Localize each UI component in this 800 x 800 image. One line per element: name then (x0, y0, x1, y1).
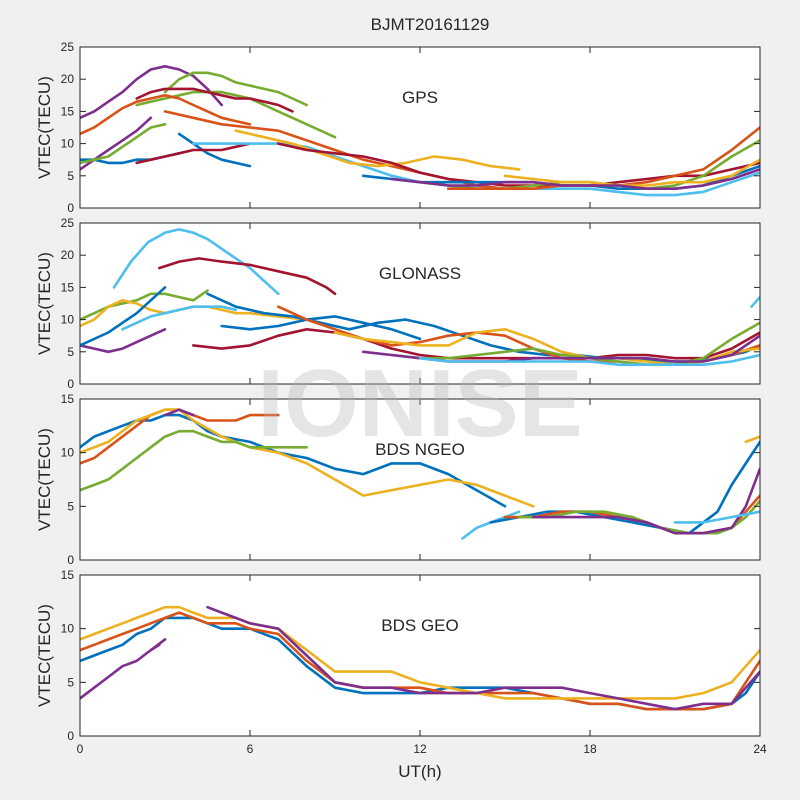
series-line-10 (673, 510, 760, 524)
series-line-17 (503, 158, 760, 187)
series-line-5 (206, 605, 760, 711)
series-line-12 (390, 321, 760, 366)
series-line-9 (135, 142, 252, 165)
y-tick-label: 0 (67, 377, 74, 391)
series-line-6 (489, 440, 760, 535)
panel-label: GLONASS (379, 264, 461, 283)
y-tick-label: 10 (61, 622, 75, 636)
y-tick-label: 15 (61, 280, 75, 294)
y-tick-label: 5 (67, 345, 74, 359)
series-line-4 (80, 94, 252, 136)
series-line-6 (80, 286, 167, 347)
x-tick-label: 24 (753, 742, 767, 756)
x-tick-label: 0 (77, 742, 84, 756)
y-tick-label: 5 (67, 675, 74, 689)
series-line-12 (234, 129, 521, 171)
subplot-2: 0 5 10 15 BDS NGEO VTEC(TECU) (35, 392, 761, 567)
y-tick-label: 15 (61, 104, 75, 118)
series-group (80, 408, 760, 540)
series-group (80, 605, 760, 711)
series-group (80, 65, 760, 197)
series-line-2 (80, 605, 760, 700)
series-line-14 (418, 353, 760, 366)
x-tick-label: 18 (583, 742, 597, 756)
x-axis-label: UT(h) (398, 762, 441, 781)
series-line-7 (177, 132, 252, 168)
series-line-11 (333, 328, 760, 366)
y-tick-label: 25 (61, 216, 75, 230)
y-tick-label: 0 (67, 553, 74, 567)
series-line-0 (80, 65, 223, 120)
panel-label: BDS GEO (381, 616, 458, 635)
subplot-1: 0 5 10 15 20 25 GLONASS VTEC(TECU) (35, 216, 761, 391)
series-line-18 (390, 168, 760, 190)
series-line-3 (135, 87, 294, 113)
subplots: 0 5 10 15 20 25 GPS VTEC(TECU) 0 5 10 15 20 25 GLONASS… (35, 40, 767, 756)
y-tick-label: 20 (61, 248, 75, 262)
figure-title: BJMT20161129 (371, 15, 490, 34)
y-axis-label: VTEC(TECU) (35, 252, 54, 355)
y-tick-label: 5 (67, 169, 74, 183)
series-line-1 (135, 90, 337, 139)
y-tick-label: 0 (67, 201, 74, 215)
panel-label: BDS NGEO (375, 440, 465, 459)
series-line-4 (163, 408, 195, 417)
y-tick-label: 15 (61, 568, 75, 582)
y-axis-label: VTEC(TECU) (35, 76, 54, 179)
plot-area (80, 575, 760, 736)
y-tick-label: 15 (61, 392, 75, 406)
series-line-7 (192, 328, 760, 360)
series-line-4 (121, 305, 238, 331)
y-axis-label: VTEC(TECU) (35, 428, 54, 531)
series-line-3 (80, 429, 308, 492)
subplot-0: 0 5 10 15 20 25 GPS VTEC(TECU) (35, 40, 761, 215)
y-tick-label: 10 (61, 313, 75, 327)
y-axis-label: VTEC(TECU) (35, 604, 54, 707)
series-line-4 (149, 643, 161, 652)
watermark: IONISE (257, 350, 582, 457)
plot-area (80, 399, 760, 560)
series-line-1 (158, 257, 337, 296)
series-line-5 (80, 328, 167, 354)
y-tick-label: 5 (67, 499, 74, 513)
series-line-0 (112, 228, 280, 296)
series-line-9 (220, 315, 422, 341)
y-tick-label: 10 (61, 137, 75, 151)
series-line-15 (750, 295, 760, 308)
series-line-2 (163, 71, 308, 107)
series-line-10 (80, 123, 167, 165)
series-line-2 (80, 289, 209, 321)
y-tick-label: 0 (67, 729, 74, 743)
y-tick-label: 10 (61, 446, 75, 460)
y-tick-label: 20 (61, 72, 75, 86)
subplot-3: 0 5 10 15 0 6 12 18 24 BDS GEO VTEC(TECU) (35, 568, 767, 756)
x-tick-label: 6 (247, 742, 254, 756)
series-line-11 (744, 435, 760, 444)
series-group (80, 228, 760, 366)
x-tick-label: 12 (413, 742, 427, 756)
panel-label: GPS (402, 88, 438, 107)
y-tick-label: 25 (61, 40, 75, 54)
